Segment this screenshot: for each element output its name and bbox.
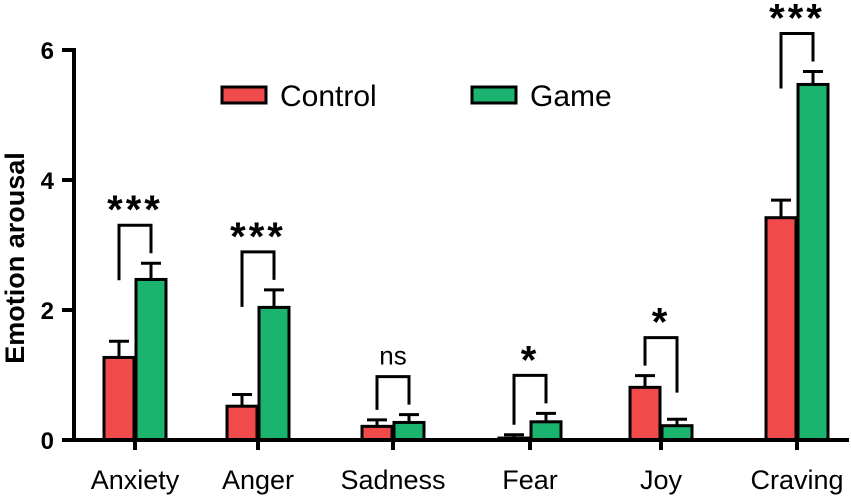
sig-label-anger: *** (230, 215, 286, 259)
bar-control-craving (764, 216, 798, 442)
bar-game-fear (529, 420, 563, 442)
x-tick-label-anger: Anger (222, 465, 294, 495)
legend: Control Game (220, 80, 612, 113)
sig-label-joy: * (652, 301, 671, 345)
bar-game-anger (257, 305, 291, 442)
x-tick-label-fear: Fear (502, 465, 558, 495)
bars (102, 82, 830, 442)
bar-game-craving (796, 82, 830, 442)
legend-swatch-game (470, 85, 518, 105)
bar-game-sadness (392, 420, 426, 442)
bar-control-anger (225, 404, 259, 442)
legend-swatch-control (220, 85, 268, 105)
y-tick-label-0: 0 (41, 428, 54, 455)
legend-label-control: Control (280, 80, 377, 113)
significance-brackets: ******ns ***** (107, 0, 825, 425)
x-tick-label-sadness: Sadness (340, 465, 445, 495)
y-axis-label: Emotion arousal (0, 152, 30, 364)
sig-bracket-sadness (375, 375, 411, 410)
bar-game-anxiety (134, 277, 168, 442)
x-tick-label-anxiety: Anxiety (91, 465, 180, 495)
sig-label-anxiety: *** (107, 188, 163, 232)
sig-label-craving: *** (769, 0, 825, 40)
bar-control-anxiety (102, 355, 136, 442)
bar-game-joy (660, 424, 694, 442)
y-tick-label-6: 6 (41, 38, 54, 65)
x-axis: Anxiety Anger Sadness Fear Joy Craving (72, 438, 849, 495)
x-tick-label-joy: Joy (640, 465, 683, 495)
sig-label-fear: * (521, 338, 540, 382)
sig-bracket-craving (779, 31, 815, 89)
y-tick-label-4: 4 (41, 168, 55, 195)
x-tick-label-craving: Craving (750, 465, 843, 495)
sig-bracket-fear (512, 373, 548, 425)
sig-label-sadness: ns (379, 341, 406, 371)
bar-control-sadness (360, 424, 394, 442)
error-bars (109, 69, 823, 439)
sig-bracket-anger (240, 250, 276, 307)
y-tick-label-2: 2 (41, 298, 54, 325)
sig-bracket-anxiety (117, 223, 153, 281)
y-axis: 0 2 4 6 (41, 38, 76, 455)
legend-label-game: Game (530, 80, 612, 113)
sig-bracket-joy (643, 336, 679, 393)
bar-control-joy (628, 385, 662, 442)
